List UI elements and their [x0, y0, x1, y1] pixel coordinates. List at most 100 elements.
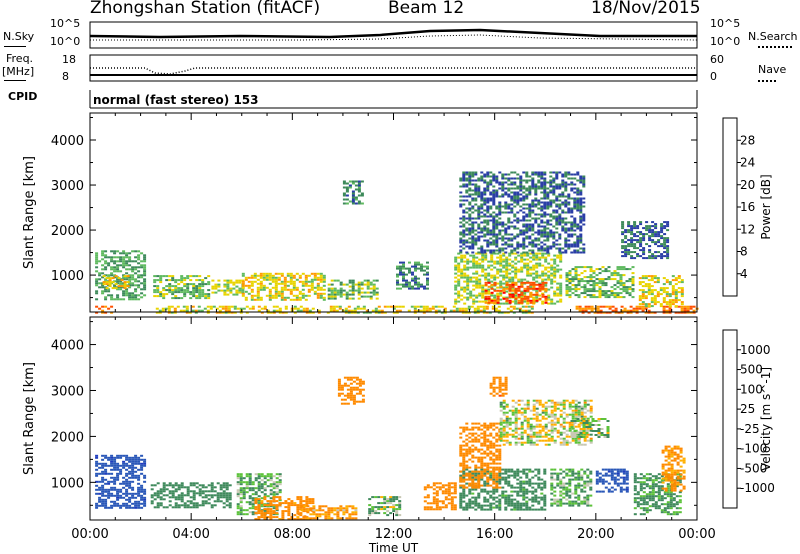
heatmap-cell: [517, 299, 521, 302]
heatmap-cell: [201, 285, 205, 288]
heatmap-cell: [465, 191, 469, 194]
heatmap-cell: [438, 506, 442, 509]
heatmap-cell: [650, 277, 654, 280]
heatmap-cell: [471, 227, 475, 230]
heatmap-cell: [665, 305, 669, 308]
heatmap-cell: [239, 501, 243, 504]
heatmap-cell: [647, 287, 651, 290]
heatmap-cell: [192, 498, 196, 501]
heatmap-cell: [677, 299, 681, 302]
heatmap-cell: [540, 231, 544, 234]
heatmap-cell: [487, 285, 491, 288]
heatmap-cell: [153, 275, 157, 278]
heatmap-cell: [493, 301, 497, 304]
heatmap-cell: [245, 475, 249, 478]
heatmap-cell: [327, 509, 331, 512]
heatmap-cell: [468, 470, 472, 473]
heatmap-cell: [443, 307, 447, 310]
heatmap-cell: [225, 482, 229, 485]
heatmap-cell: [516, 219, 520, 222]
heatmap-cell: [526, 254, 530, 257]
heatmap-cell: [474, 193, 478, 196]
heatmap-cell: [275, 496, 279, 499]
heatmap-cell: [248, 307, 252, 310]
heatmap-cell: [260, 497, 264, 500]
heatmap-cell: [504, 498, 508, 501]
heatmap-cell: [354, 198, 358, 201]
heatmap-cell: [489, 472, 493, 475]
heatmap-cell: [134, 470, 138, 473]
heatmap-cell: [256, 290, 260, 293]
heatmap-cell: [474, 217, 478, 220]
heatmap-cell: [507, 203, 511, 206]
heatmap-cell: [487, 301, 491, 304]
heatmap-cell: [128, 256, 132, 259]
heatmap-cell: [501, 177, 505, 180]
heatmap-cell: [621, 231, 625, 234]
heatmap-cell: [125, 474, 129, 477]
heatmap-cell: [537, 225, 541, 228]
heatmap-cell: [180, 494, 184, 497]
heatmap-cell: [309, 517, 313, 520]
heatmap-cell: [137, 254, 141, 257]
heatmap-cell: [180, 486, 184, 489]
heatmap-cell: [253, 274, 257, 277]
heatmap-cell: [513, 181, 517, 184]
heatmap-cell: [201, 496, 205, 499]
heatmap-cell: [460, 256, 464, 259]
heatmap-cell: [507, 179, 511, 182]
heatmap-cell: [180, 492, 184, 495]
heatmap-cell: [269, 479, 273, 482]
heatmap-cell: [140, 496, 144, 499]
heatmap-cell: [547, 288, 551, 291]
heatmap-cell: [338, 307, 342, 310]
heatmap-cell: [143, 260, 147, 263]
heatmap-cell: [576, 245, 580, 248]
heatmap-cell: [134, 288, 138, 291]
heatmap-cell: [576, 191, 580, 194]
heatmap-cell: [549, 203, 553, 206]
heatmap-cell: [278, 475, 282, 478]
heatmap-cell: [284, 307, 288, 310]
heatmap-cell: [177, 297, 181, 300]
heatmap-cell: [305, 508, 309, 511]
heatmap-cell: [191, 305, 195, 308]
heatmap-cell: [486, 207, 490, 210]
heatmap-cell: [425, 309, 429, 312]
heatmap-cell: [342, 192, 346, 195]
heatmap-cell: [492, 496, 496, 499]
heatmap-cell: [116, 280, 120, 283]
heatmap-cell: [535, 283, 539, 286]
heatmap-cell: [177, 494, 181, 497]
heatmap-cell: [489, 476, 493, 479]
heatmap-cell: [440, 311, 444, 314]
heatmap-cell: [339, 295, 343, 298]
heatmap-cell: [507, 193, 511, 196]
heatmap-cell: [538, 282, 542, 285]
heatmap-cell: [330, 289, 334, 292]
heatmap-cell: [316, 272, 320, 275]
heatmap-cell: [389, 496, 393, 499]
heatmap-cell: [540, 191, 544, 194]
heatmap-cell: [98, 488, 102, 491]
heatmap-cell: [242, 477, 246, 480]
heatmap-cell: [504, 237, 508, 240]
heatmap-cell: [579, 221, 583, 224]
heatmap-cell: [441, 486, 445, 489]
heatmap-cell: [247, 286, 251, 289]
heatmap-cell: [689, 311, 693, 314]
heatmap-cell: [511, 292, 515, 295]
heatmap-cell: [287, 504, 291, 507]
heatmap-cell: [472, 272, 476, 275]
heatmap-cell: [622, 296, 626, 299]
heatmap-cell: [607, 270, 611, 273]
heatmap-cell: [677, 311, 681, 314]
heatmap-cell: [417, 287, 420, 290]
heatmap-cell: [501, 187, 505, 190]
heatmap-cell: [113, 250, 117, 253]
heatmap-cell: [180, 482, 184, 485]
heatmap-cell: [523, 281, 527, 284]
heatmap-cell: [254, 512, 258, 515]
heatmap-cell: [462, 478, 466, 481]
heatmap-cell: [501, 472, 505, 475]
